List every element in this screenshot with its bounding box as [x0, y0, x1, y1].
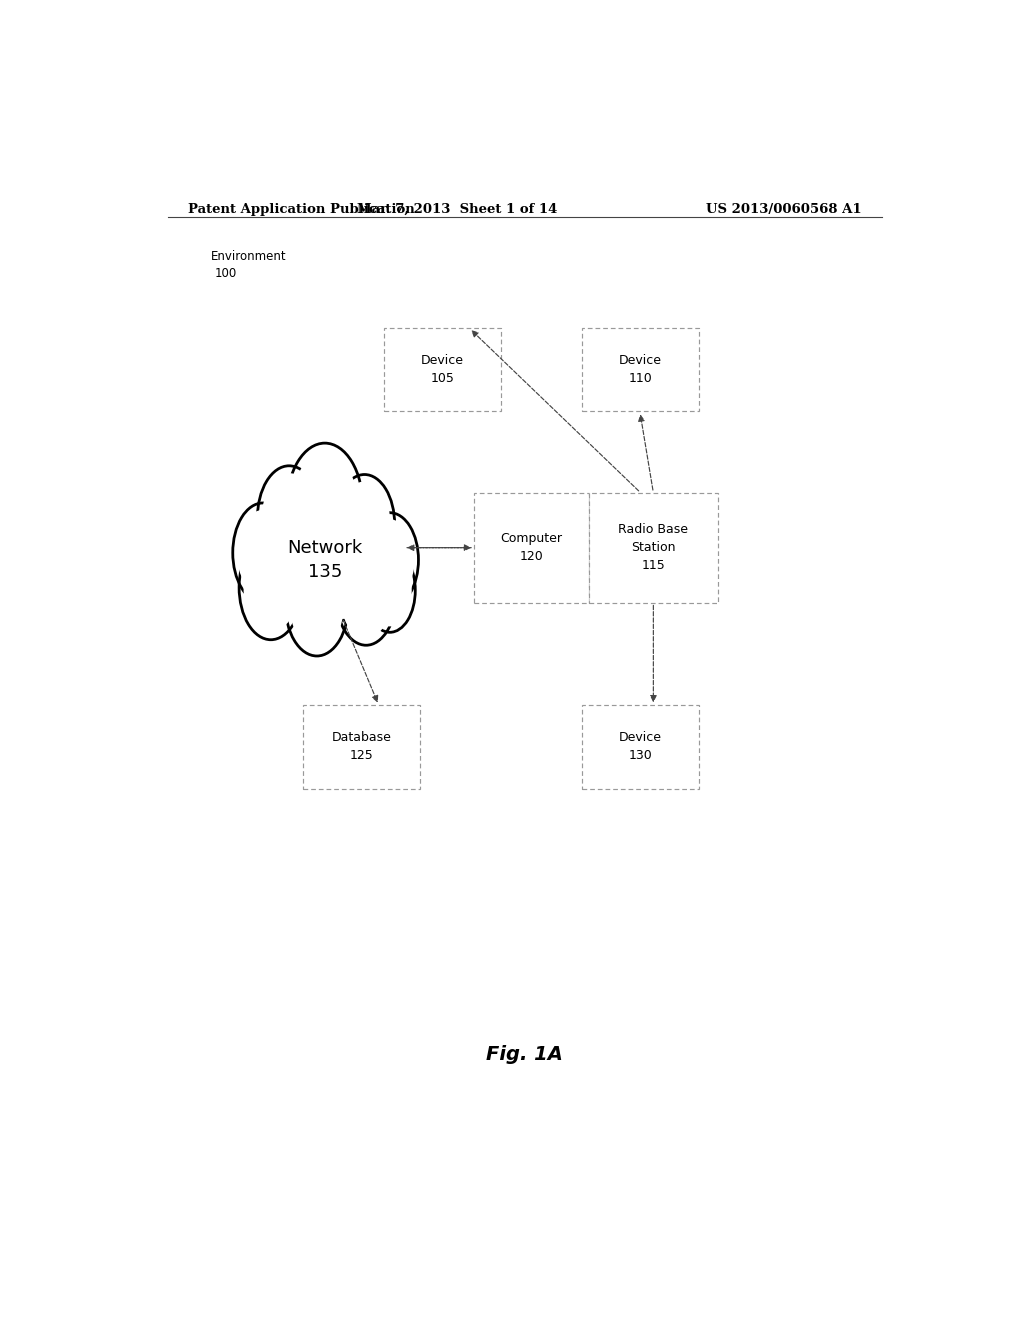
Ellipse shape: [292, 451, 357, 560]
Ellipse shape: [303, 490, 382, 620]
Ellipse shape: [257, 466, 321, 570]
Text: Mar. 7, 2013  Sheet 1 of 14: Mar. 7, 2013 Sheet 1 of 14: [357, 203, 557, 216]
Ellipse shape: [287, 444, 362, 569]
Text: Database
125: Database 125: [332, 731, 391, 763]
Ellipse shape: [361, 512, 419, 607]
Text: Network
135: Network 135: [287, 539, 362, 581]
Ellipse shape: [269, 491, 340, 609]
Text: US 2013/0060568 A1: US 2013/0060568 A1: [707, 203, 862, 216]
Ellipse shape: [366, 519, 415, 601]
Ellipse shape: [290, 558, 344, 648]
Ellipse shape: [264, 482, 346, 618]
Text: Device
130: Device 130: [620, 731, 663, 763]
Ellipse shape: [244, 543, 298, 632]
Ellipse shape: [237, 510, 289, 595]
Text: Device
110: Device 110: [620, 354, 663, 385]
Bar: [384, 329, 501, 412]
Text: Fig. 1A: Fig. 1A: [486, 1045, 563, 1064]
Ellipse shape: [365, 548, 416, 632]
Bar: [589, 492, 718, 602]
Ellipse shape: [368, 554, 412, 627]
Ellipse shape: [334, 474, 394, 574]
Text: Device
105: Device 105: [421, 354, 464, 385]
Bar: [582, 705, 699, 788]
Text: Patent Application Publication: Patent Application Publication: [187, 203, 415, 216]
Bar: [303, 705, 420, 788]
Bar: [474, 492, 589, 602]
Text: Radio Base
Station
115: Radio Base Station 115: [618, 523, 688, 572]
Ellipse shape: [339, 482, 390, 568]
Ellipse shape: [232, 503, 293, 602]
Ellipse shape: [336, 545, 396, 645]
Text: Computer
120: Computer 120: [501, 532, 562, 564]
Ellipse shape: [262, 473, 316, 564]
Ellipse shape: [340, 553, 392, 639]
Text: 100: 100: [214, 267, 237, 280]
Ellipse shape: [285, 552, 348, 656]
Ellipse shape: [239, 535, 303, 640]
Text: Environment: Environment: [211, 249, 287, 263]
Bar: [582, 329, 699, 412]
Ellipse shape: [308, 499, 377, 611]
